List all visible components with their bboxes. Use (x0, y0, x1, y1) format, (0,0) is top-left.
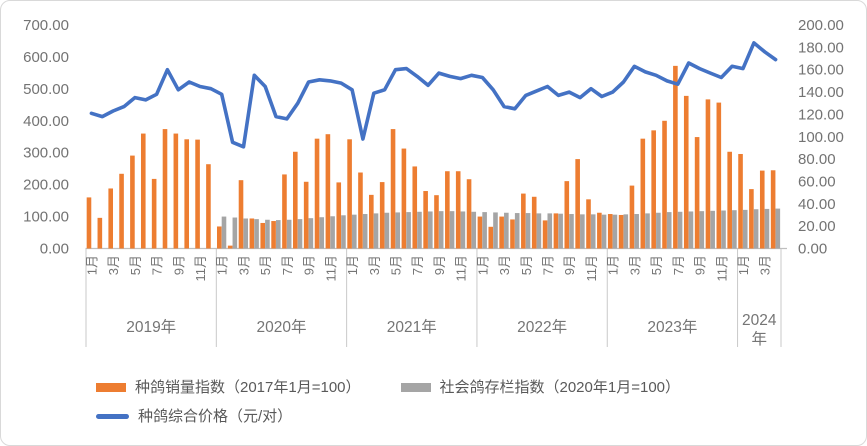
svg-text:1月: 1月 (345, 255, 360, 275)
svg-text:60.00: 60.00 (798, 173, 836, 190)
svg-text:140.00: 140.00 (798, 84, 844, 101)
svg-text:9月: 9月 (171, 255, 186, 275)
svg-text:300.00: 300.00 (23, 145, 69, 162)
svg-text:7月: 7月 (150, 255, 165, 275)
svg-text:3月: 3月 (758, 255, 773, 275)
svg-text:5月: 5月 (258, 255, 273, 275)
svg-text:1月: 1月 (736, 255, 751, 275)
svg-text:1月: 1月 (606, 255, 621, 275)
left-axis-labels: 700.00 600.00 500.00 400.00 300.00 200.00 100.… (23, 17, 69, 258)
svg-text:3月: 3月 (106, 255, 121, 275)
svg-text:9月: 9月 (693, 255, 708, 275)
legend-row-2: 种鸽综合价格（元/对） (96, 402, 680, 431)
legend: 种鸽销量指数（2017年1月=100） 社会鸽存栏指数（2020年1月=100）… (96, 373, 680, 431)
svg-text:40.00: 40.00 (798, 196, 836, 213)
svg-text:2019年: 2019年 (126, 318, 176, 336)
svg-text:400.00: 400.00 (23, 113, 69, 130)
inventory-bar-swatch-icon (400, 383, 431, 392)
svg-text:7月: 7月 (541, 255, 556, 275)
legend-row-1: 种鸽销量指数（2017年1月=100） 社会鸽存栏指数（2020年1月=100） (96, 373, 680, 402)
svg-text:11月: 11月 (584, 255, 599, 282)
right-axis-labels: 200.00 180.00 160.00 140.00 120.00 100.00 80.0… (798, 17, 844, 258)
svg-text:0.00: 0.00 (40, 241, 69, 258)
x-axis-labels: 1月 3月 5月 7月 9月 11月 2019年 1月 3月 5月 7月 9月 11月 2020年 1月 3月… (84, 249, 782, 348)
svg-text:11月: 11月 (323, 255, 338, 282)
svg-text:80.00: 80.00 (798, 151, 836, 168)
svg-text:3月: 3月 (367, 255, 382, 275)
svg-text:100.00: 100.00 (23, 209, 69, 226)
svg-text:20.00: 20.00 (798, 218, 836, 235)
svg-text:7月: 7月 (410, 255, 425, 275)
svg-text:1月: 1月 (84, 255, 99, 275)
svg-text:200.00: 200.00 (798, 17, 844, 34)
legend-item-inventory: 社会鸽存栏指数（2020年1月=100） (400, 379, 681, 396)
svg-text:100.00: 100.00 (798, 129, 844, 146)
svg-text:700.00: 700.00 (23, 17, 69, 34)
svg-text:500.00: 500.00 (23, 81, 69, 98)
svg-text:5月: 5月 (389, 255, 404, 275)
svg-text:600.00: 600.00 (23, 49, 69, 66)
sales-bar-swatch-icon (96, 383, 126, 392)
svg-text:11月: 11月 (193, 255, 208, 282)
svg-text:11月: 11月 (714, 255, 729, 282)
svg-text:2021年: 2021年 (387, 318, 437, 336)
svg-text:5月: 5月 (519, 255, 534, 275)
price-line-swatch-icon (96, 414, 129, 419)
legend-label-sales: 种鸽销量指数（2017年1月=100） (135, 379, 361, 396)
svg-text:120.00: 120.00 (798, 106, 844, 123)
svg-text:7月: 7月 (280, 255, 295, 275)
svg-text:1月: 1月 (215, 255, 230, 275)
svg-text:3月: 3月 (497, 255, 512, 275)
svg-text:0.00: 0.00 (798, 241, 827, 258)
svg-text:180.00: 180.00 (798, 39, 844, 56)
svg-text:2023年: 2023年 (647, 318, 697, 336)
svg-text:5月: 5月 (128, 255, 143, 275)
svg-text:2022年: 2022年 (517, 318, 567, 336)
legend-label-price: 种鸽综合价格（元/对） (138, 408, 293, 425)
svg-text:1月: 1月 (475, 255, 490, 275)
svg-text:3月: 3月 (627, 255, 642, 275)
bars-sales (86, 65, 776, 249)
svg-text:200.00: 200.00 (23, 177, 69, 194)
svg-text:5月: 5月 (649, 255, 664, 275)
legend-item-price: 种鸽综合价格（元/对） (96, 409, 292, 424)
svg-text:9月: 9月 (562, 255, 577, 275)
svg-text:11月: 11月 (454, 255, 469, 282)
legend-label-inventory: 社会鸽存栏指数（2020年1月=100） (439, 379, 681, 396)
svg-text:7月: 7月 (671, 255, 686, 275)
svg-text:9月: 9月 (432, 255, 447, 275)
price-line (89, 41, 778, 149)
svg-text:9月: 9月 (302, 255, 317, 275)
svg-text:2020年: 2020年 (257, 318, 307, 336)
svg-text:160.00: 160.00 (798, 62, 844, 79)
svg-text:3月: 3月 (237, 255, 252, 275)
legend-item-sales: 种鸽销量指数（2017年1月=100） (96, 380, 361, 395)
bars-inventory (221, 208, 781, 249)
